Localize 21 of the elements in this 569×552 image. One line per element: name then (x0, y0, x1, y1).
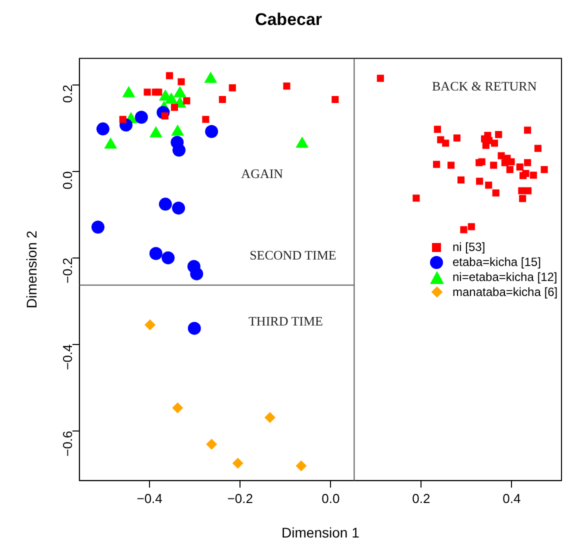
y-tick-label: 0.2 (60, 84, 75, 103)
y-axis-title: Dimension 2 (23, 230, 40, 308)
x-tick-label: −0.2 (227, 490, 253, 506)
annotation: AGAIN (241, 166, 284, 181)
legend-label: manataba=kicha [6] (452, 284, 558, 300)
x-tick-label: 0.2 (412, 490, 430, 506)
y-tick-label: −0.6 (60, 430, 75, 457)
legend-label: ni [53] (452, 240, 486, 254)
x-tick-label: 0.0 (322, 490, 340, 506)
annotation: THIRD TIME (248, 314, 324, 329)
x-tick-label: −0.4 (136, 490, 162, 506)
annotation: BACK & RETURN (432, 78, 538, 94)
annotation: SECOND TIME (250, 247, 336, 262)
y-tick-label: −0.2 (60, 258, 75, 284)
chart-title: Cabecar (254, 10, 322, 29)
legend-label: ni=etaba=kicha [12] (452, 270, 558, 284)
y-tick-label: 0.0 (60, 171, 75, 190)
x-axis-title: Dimension 1 (282, 524, 360, 540)
legend-label: etaba=kicha [15] (452, 254, 541, 270)
y-tick-label: −0.4 (60, 344, 75, 370)
x-tick-label: 0.4 (502, 490, 521, 506)
